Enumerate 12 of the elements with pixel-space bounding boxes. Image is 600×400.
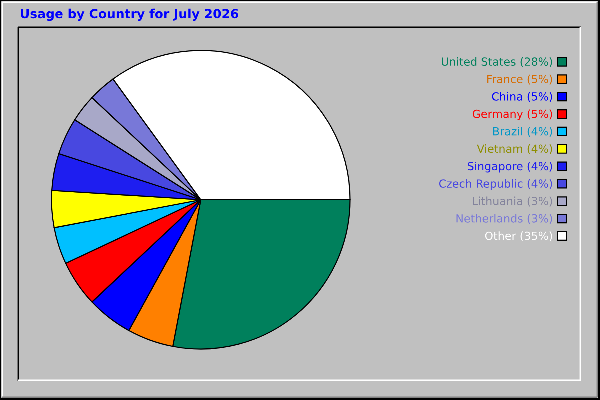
- legend-label: China (5%): [492, 92, 552, 102]
- legend-label: Netherlands (3%): [456, 214, 552, 224]
- legend-label: Germany (5%): [472, 110, 552, 120]
- legend-label: France (5%): [488, 74, 552, 85]
- legend-label: Vietnam (4%): [477, 144, 552, 154]
- legend-label: Brazil (4%): [493, 127, 552, 138]
- legend-label: Czech Republic (4%): [439, 179, 552, 190]
- chart-title: Usage by Country for July 2026: [21, 8, 238, 22]
- legend-label: Other (35%): [485, 232, 552, 242]
- legend-label: Lithuania (3%): [473, 196, 552, 207]
- legend-label: United States (28%): [442, 57, 552, 68]
- legend-label: Singapore (4%): [468, 162, 552, 173]
